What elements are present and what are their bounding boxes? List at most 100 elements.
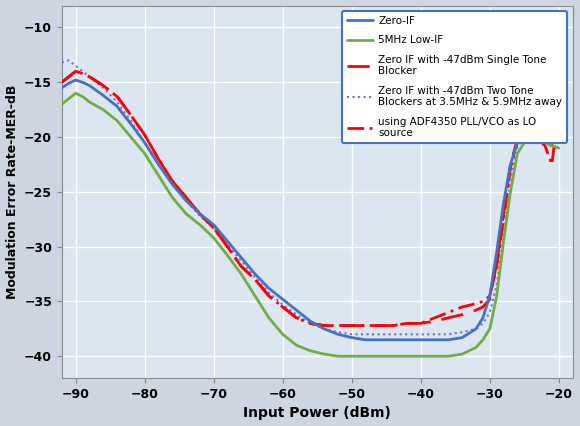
5MHz Low-IF [155, 173, 162, 178]
Zero IF with -47dBm Two Tone
Blockers at 3.5MHz & 5.9MHz away [279, 302, 286, 307]
using ADF4350 PLL/VCO as LO
source [321, 323, 328, 328]
Zero IF with -47dBm Two Tone
Blockers at 3.5MHz & 5.9MHz away [79, 69, 86, 74]
Zero IF with -47dBm Two Tone
Blockers at 3.5MHz & 5.9MHz away [404, 332, 411, 337]
using ADF4350 PLL/VCO as LO
source [238, 264, 245, 269]
using ADF4350 PLL/VCO as LO
source [128, 112, 135, 118]
Zero IF with -47dBm Two Tone
Blockers at 3.5MHz & 5.9MHz away [480, 321, 487, 326]
Zero IF with -47dBm Single Tone
Blocker [252, 277, 259, 282]
using ADF4350 PLL/VCO as LO
source [390, 323, 397, 328]
Zero IF with -47dBm Two Tone
Blockers at 3.5MHz & 5.9MHz away [72, 63, 79, 69]
5MHz Low-IF [169, 195, 176, 200]
Zero-IF [155, 162, 162, 167]
using ADF4350 PLL/VCO as LO
source [79, 71, 86, 76]
Zero IF with -47dBm Two Tone
Blockers at 3.5MHz & 5.9MHz away [542, 140, 549, 145]
5MHz Low-IF [473, 345, 480, 350]
using ADF4350 PLL/VCO as LO
source [376, 323, 383, 328]
5MHz Low-IF [390, 354, 397, 359]
Zero-IF [293, 308, 300, 313]
Zero IF with -47dBm Single Tone
Blocker [514, 137, 521, 142]
using ADF4350 PLL/VCO as LO
source [431, 315, 438, 320]
Zero-IF [79, 80, 86, 85]
5MHz Low-IF [279, 332, 286, 337]
Zero IF with -47dBm Single Tone
Blocker [141, 132, 148, 138]
Zero-IF [376, 337, 383, 343]
Legend: Zero-IF, 5MHz Low-IF, Zero IF with -47dBm Single Tone
Blocker, Zero IF with -47d: Zero-IF, 5MHz Low-IF, Zero IF with -47dB… [342, 11, 567, 144]
Zero IF with -47dBm Single Tone
Blocker [128, 112, 135, 118]
Y-axis label: Modulation Error Rate-MER-dB: Modulation Error Rate-MER-dB [6, 85, 19, 299]
using ADF4350 PLL/VCO as LO
source [335, 323, 342, 328]
Zero-IF [66, 81, 72, 86]
Zero IF with -47dBm Single Tone
Blocker [535, 135, 542, 140]
Zero IF with -47dBm Single Tone
Blocker [197, 211, 204, 216]
using ADF4350 PLL/VCO as LO
source [521, 137, 528, 142]
Zero IF with -47dBm Two Tone
Blockers at 3.5MHz & 5.9MHz away [431, 332, 438, 337]
Zero-IF [100, 93, 107, 98]
Zero IF with -47dBm Two Tone
Blockers at 3.5MHz & 5.9MHz away [376, 332, 383, 337]
using ADF4350 PLL/VCO as LO
source [404, 321, 411, 326]
using ADF4350 PLL/VCO as LO
source [348, 323, 355, 328]
5MHz Low-IF [507, 189, 514, 194]
Zero IF with -47dBm Two Tone
Blockers at 3.5MHz & 5.9MHz away [555, 148, 562, 153]
Zero IF with -47dBm Single Tone
Blocker [404, 321, 411, 326]
Zero IF with -47dBm Two Tone
Blockers at 3.5MHz & 5.9MHz away [293, 312, 300, 317]
5MHz Low-IF [335, 354, 342, 359]
using ADF4350 PLL/VCO as LO
source [417, 321, 424, 326]
5MHz Low-IF [114, 118, 121, 123]
Zero IF with -47dBm Single Tone
Blocker [100, 83, 107, 88]
using ADF4350 PLL/VCO as LO
source [500, 217, 507, 222]
Zero-IF [197, 211, 204, 216]
using ADF4350 PLL/VCO as LO
source [224, 244, 231, 249]
Zero-IF [404, 337, 411, 343]
Zero IF with -47dBm Two Tone
Blockers at 3.5MHz & 5.9MHz away [528, 137, 535, 142]
Zero-IF [445, 337, 452, 343]
Zero IF with -47dBm Single Tone
Blocker [390, 323, 397, 328]
Zero IF with -47dBm Two Tone
Blockers at 3.5MHz & 5.9MHz away [128, 118, 135, 123]
Zero IF with -47dBm Single Tone
Blocker [528, 135, 535, 140]
Zero IF with -47dBm Single Tone
Blocker [500, 211, 507, 216]
Zero IF with -47dBm Two Tone
Blockers at 3.5MHz & 5.9MHz away [307, 321, 314, 326]
Zero-IF [493, 250, 500, 255]
5MHz Low-IF [197, 222, 204, 227]
Zero IF with -47dBm Single Tone
Blocker [521, 135, 528, 140]
Zero IF with -47dBm Single Tone
Blocker [321, 323, 328, 328]
Zero IF with -47dBm Two Tone
Blockers at 3.5MHz & 5.9MHz away [514, 143, 521, 148]
5MHz Low-IF [528, 140, 535, 145]
Zero-IF [114, 104, 121, 109]
Zero IF with -47dBm Single Tone
Blocker [279, 304, 286, 309]
Zero IF with -47dBm Two Tone
Blockers at 3.5MHz & 5.9MHz away [197, 213, 204, 219]
5MHz Low-IF [535, 140, 542, 145]
using ADF4350 PLL/VCO as LO
source [555, 104, 562, 109]
5MHz Low-IF [183, 211, 190, 216]
Zero IF with -47dBm Two Tone
Blockers at 3.5MHz & 5.9MHz away [155, 162, 162, 167]
using ADF4350 PLL/VCO as LO
source [183, 195, 190, 200]
Zero-IF [507, 162, 514, 167]
Zero IF with -47dBm Single Tone
Blocker [549, 143, 556, 148]
Line: using ADF4350 PLL/VCO as LO
source: using ADF4350 PLL/VCO as LO source [62, 71, 559, 325]
Zero IF with -47dBm Single Tone
Blocker [507, 162, 514, 167]
Zero IF with -47dBm Single Tone
Blocker [493, 261, 500, 266]
5MHz Low-IF [72, 91, 79, 96]
Zero IF with -47dBm Single Tone
Blocker [480, 304, 487, 309]
Zero-IF [390, 337, 397, 343]
Zero-IF [480, 315, 487, 320]
Zero IF with -47dBm Single Tone
Blocker [155, 156, 162, 161]
Zero IF with -47dBm Two Tone
Blockers at 3.5MHz & 5.9MHz away [169, 181, 176, 186]
Zero IF with -47dBm Two Tone
Blockers at 3.5MHz & 5.9MHz away [210, 225, 217, 230]
5MHz Low-IF [493, 294, 500, 299]
5MHz Low-IF [128, 135, 135, 140]
Zero IF with -47dBm Two Tone
Blockers at 3.5MHz & 5.9MHz away [486, 310, 493, 315]
Zero-IF [535, 135, 542, 140]
5MHz Low-IF [542, 140, 549, 145]
Zero-IF [252, 271, 259, 276]
Zero IF with -47dBm Two Tone
Blockers at 3.5MHz & 5.9MHz away [507, 178, 514, 184]
Zero-IF [473, 326, 480, 331]
Zero-IF [459, 335, 466, 340]
Zero-IF [521, 135, 528, 140]
Zero-IF [266, 286, 273, 291]
Zero-IF [514, 140, 521, 145]
5MHz Low-IF [500, 239, 507, 244]
using ADF4350 PLL/VCO as LO
source [155, 156, 162, 161]
Zero IF with -47dBm Single Tone
Blocker [238, 264, 245, 269]
Zero IF with -47dBm Single Tone
Blocker [79, 71, 86, 76]
using ADF4350 PLL/VCO as LO
source [549, 162, 556, 167]
